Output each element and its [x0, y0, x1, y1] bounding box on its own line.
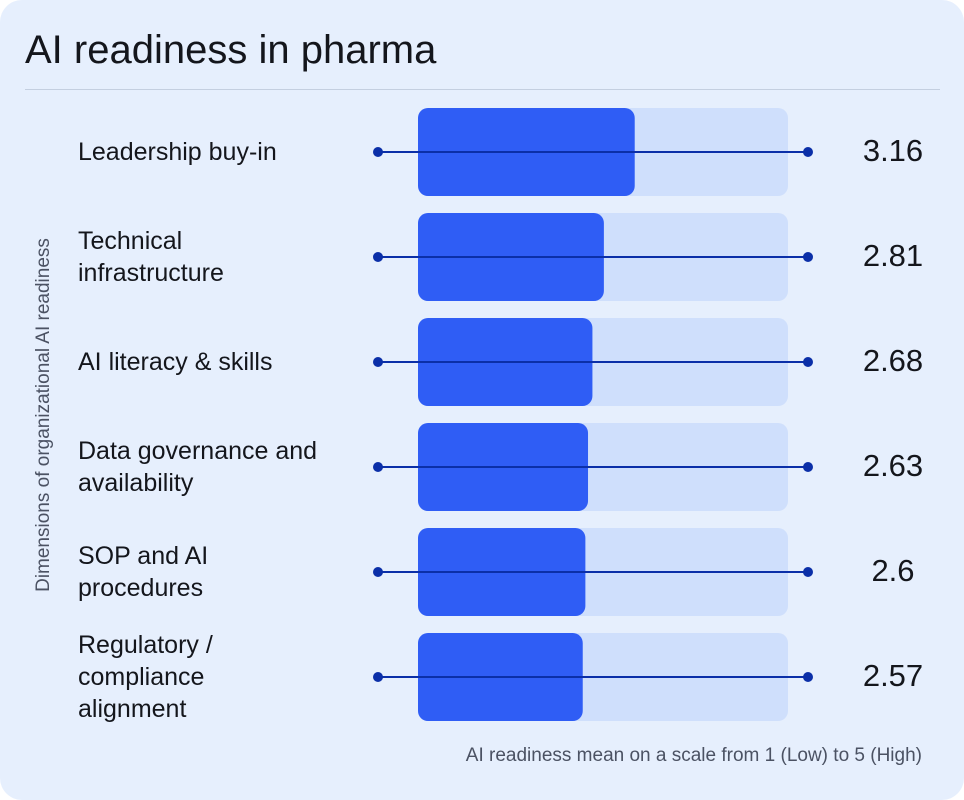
guide-dot [373, 252, 383, 262]
value-label: 2.6 [871, 553, 914, 588]
value-label: 2.81 [863, 238, 923, 273]
guide-dot [373, 672, 383, 682]
guide-dot [373, 357, 383, 367]
value-label: 2.68 [863, 343, 923, 378]
value-label: 3.16 [863, 133, 923, 168]
guide-dot [803, 672, 813, 682]
guide-dot [373, 462, 383, 472]
chart-title: AI readiness in pharma [25, 28, 437, 72]
category-label: Technical infrastructure [78, 227, 224, 287]
guide-dot [373, 147, 383, 157]
divider [25, 89, 940, 90]
guide-dot [373, 567, 383, 577]
guide-dot [803, 462, 813, 472]
category-label: AI literacy & skills [78, 348, 273, 376]
guide-dot [803, 252, 813, 262]
category-label: SOP and AI procedures [78, 542, 209, 602]
value-label: 2.63 [863, 448, 923, 483]
guide-dot [803, 567, 813, 577]
x-axis-label: AI readiness mean on a scale from 1 (Low… [465, 745, 922, 766]
category-label: Regulatory / compliance alignment [78, 631, 213, 723]
guide-dot [803, 357, 813, 367]
category-label: Data governance and availability [78, 437, 318, 497]
guide-dot [803, 147, 813, 157]
category-label: Leadership buy-in [78, 138, 277, 166]
value-label: 2.57 [863, 658, 923, 693]
